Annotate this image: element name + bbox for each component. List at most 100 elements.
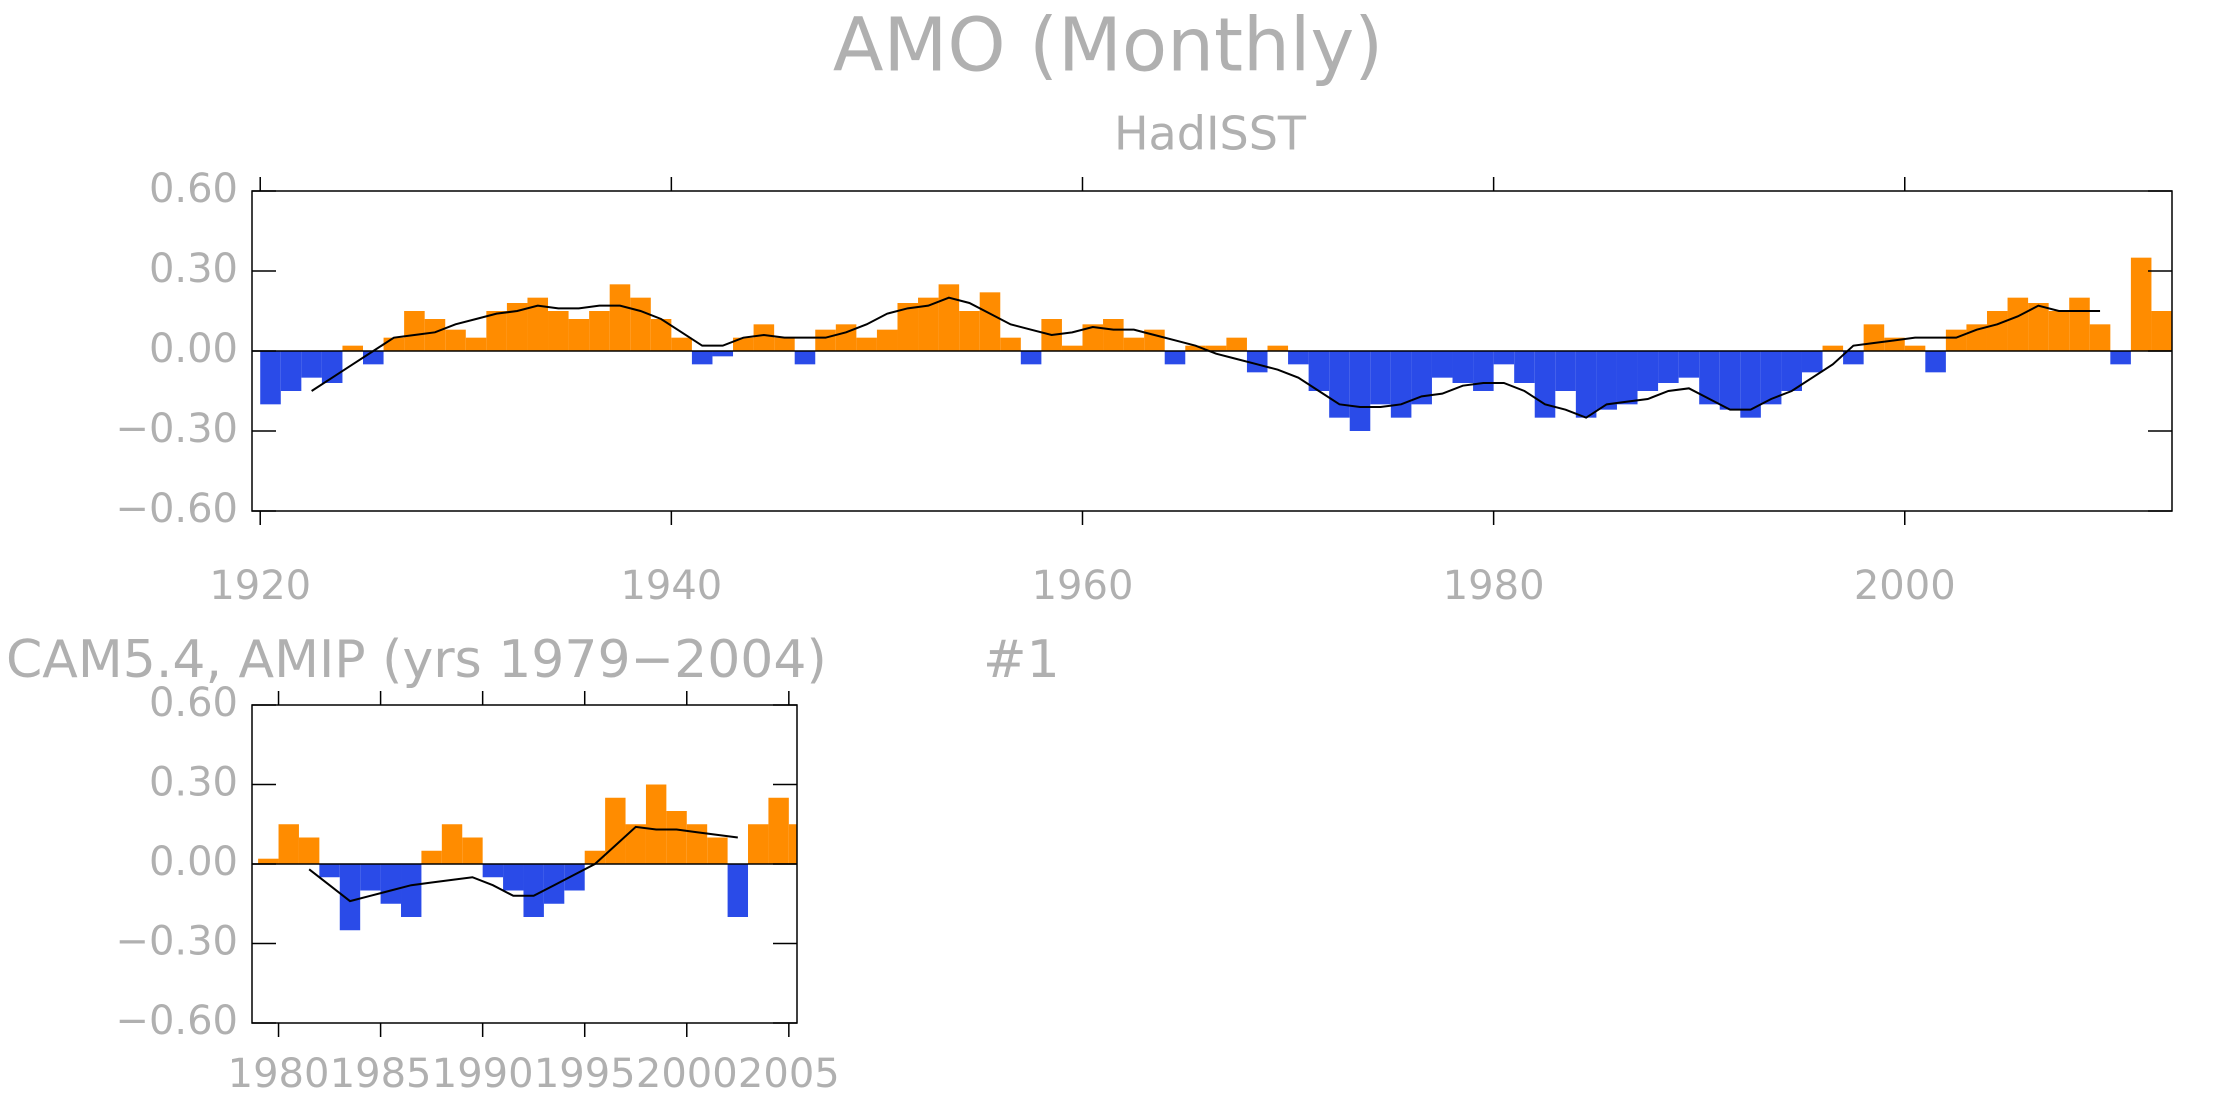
anomaly-bar [380, 864, 402, 904]
anomaly-bar [1349, 351, 1371, 431]
x-tick-label: 1960 [1032, 563, 1134, 609]
anomaly-bar [1431, 351, 1453, 378]
anomaly-bar [298, 837, 320, 864]
anomaly-bar [1308, 351, 1330, 391]
anomaly-bar [1925, 351, 1946, 373]
anomaly-bar [1061, 345, 1083, 351]
anomaly-bar [959, 311, 980, 351]
anomaly-bar [753, 324, 775, 351]
anomaly-bar [363, 351, 384, 365]
anomaly-bar [774, 337, 795, 351]
anomaly-bar [666, 811, 687, 864]
anomaly-bar [1370, 351, 1391, 405]
anomaly-bar [1904, 345, 1926, 351]
anomaly-bar [404, 311, 425, 351]
anomaly-bar [671, 337, 692, 351]
anomaly-bar [1575, 351, 1597, 418]
y-tick-label: −0.30 [115, 919, 238, 965]
y-tick-label: 0.30 [149, 760, 238, 806]
anomaly-bar [630, 297, 651, 351]
anomaly-bar [564, 864, 585, 891]
anomaly-bar [2110, 351, 2131, 365]
anomaly-bar [691, 351, 713, 365]
anomaly-bar [1616, 351, 1638, 405]
anomaly-bar [486, 311, 507, 351]
anomaly-bar [748, 824, 769, 864]
anomaly-bar [835, 324, 857, 351]
anomaly-bar [1144, 329, 1165, 351]
anomaly-bar [686, 824, 708, 864]
panel-title: CAM5.4, AMIP (yrs 1979−2004) [6, 630, 827, 690]
y-tick-label: 0.60 [149, 680, 238, 726]
anomaly-bar [548, 311, 569, 351]
x-tick-label: 2005 [738, 1051, 840, 1097]
anomaly-bar [918, 297, 939, 351]
anomaly-bar [1843, 351, 1864, 365]
anomaly-bar [342, 345, 364, 351]
anomaly-bar [2130, 257, 2152, 351]
anomaly-bar [1493, 351, 1515, 365]
anomaly-bar [1596, 351, 1617, 410]
y-tick-label: 0.00 [149, 839, 238, 885]
anomaly-bar [1164, 351, 1186, 365]
y-tick-label: 0.60 [149, 166, 238, 212]
anomaly-bar [609, 284, 631, 351]
x-tick-label: 1980 [228, 1051, 330, 1097]
anomaly-bar [445, 329, 466, 351]
anomaly-bar [1945, 329, 1967, 351]
anomaly-bar [1473, 351, 1494, 391]
anomaly-bar [1411, 351, 1432, 405]
x-tick-label: 1920 [209, 563, 311, 609]
anomaly-bar [543, 864, 565, 904]
anomaly-bar [1329, 351, 1350, 418]
anomaly-bar [424, 319, 446, 351]
smoothed-line [311, 296, 2101, 419]
anomaly-bar [589, 311, 610, 351]
anomaly-bar [876, 329, 898, 351]
anomaly-bar [1000, 337, 1021, 351]
anomaly-bar [768, 797, 789, 864]
anomaly-bar [794, 351, 816, 365]
x-tick-label: 1940 [620, 563, 722, 609]
anomaly-bar [1123, 337, 1145, 351]
plot-area [260, 257, 2172, 431]
anomaly-bar [465, 337, 487, 351]
anomaly-bar [401, 864, 422, 917]
anomaly-bar [979, 292, 1001, 351]
anomaly-bar [301, 351, 322, 378]
anomaly-bar [1103, 319, 1124, 351]
anomaly-bar [1452, 351, 1474, 383]
x-tick-label: 1990 [432, 1051, 534, 1097]
anomaly-bar [1986, 311, 2008, 351]
anomaly-bar [1082, 324, 1104, 351]
anomaly-bar [1740, 351, 1761, 418]
anomaly-bar [733, 337, 754, 351]
y-tick-label: 0.00 [149, 326, 238, 372]
anomaly-bar [383, 337, 405, 351]
anomaly-bar [1514, 351, 1535, 383]
anomaly-bar [605, 797, 626, 864]
anomaly-bar [506, 303, 528, 351]
anomaly-bar [2028, 303, 2049, 351]
anomaly-bar [1760, 351, 1782, 405]
anomaly-bar [650, 319, 672, 351]
x-tick-label: 2000 [1854, 563, 1956, 609]
anomaly-bar [568, 319, 590, 351]
anomaly-bar [527, 297, 549, 351]
anomaly-bar [1781, 351, 1802, 391]
anomaly-bar [707, 837, 728, 864]
chart-title: AMO (Monthly) [833, 3, 1383, 89]
anomaly-bar [1719, 351, 1741, 410]
anomaly-bar [1699, 351, 1720, 405]
anomaly-bar [1678, 351, 1700, 378]
anomaly-bar [2048, 311, 2070, 351]
x-tick-label: 1995 [534, 1051, 636, 1097]
anomaly-bar [1288, 351, 1309, 365]
anomaly-bar [1020, 351, 1042, 365]
anomaly-bar [278, 824, 299, 864]
anomaly-bar [2151, 311, 2172, 351]
anomaly-bar [1205, 345, 1227, 351]
anomaly-bar [319, 864, 340, 878]
anomaly-bar [1555, 351, 1576, 391]
